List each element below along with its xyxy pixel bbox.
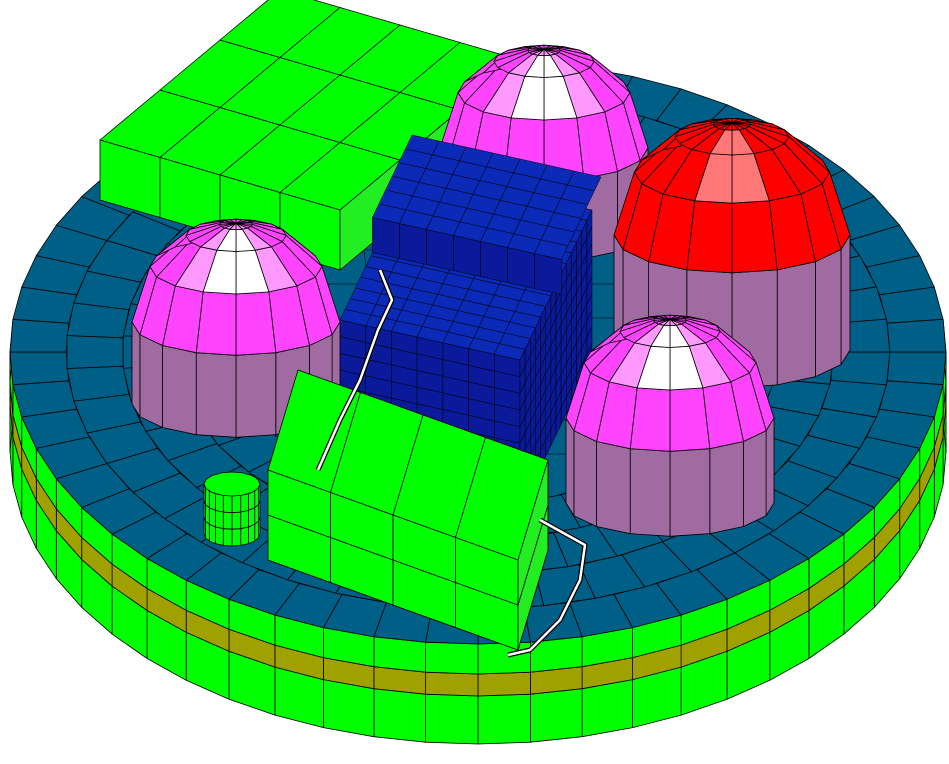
cylinder-cell bbox=[254, 520, 260, 542]
platform-band-cell bbox=[373, 688, 427, 743]
dome-wall-cell bbox=[629, 448, 671, 537]
cylinder-cell bbox=[222, 511, 233, 530]
pipe-segment bbox=[507, 518, 587, 657]
dome-wall-cell bbox=[776, 261, 816, 386]
dome-wall-cell bbox=[840, 234, 851, 365]
dome-cap-cell bbox=[229, 218, 237, 224]
cylinder-cell bbox=[248, 524, 256, 545]
cylinder-cell bbox=[240, 493, 249, 513]
dome-wall-cell bbox=[765, 417, 775, 517]
platform-band-cell bbox=[322, 679, 375, 738]
cylinder-cell bbox=[240, 526, 249, 546]
cylinder-cell bbox=[215, 526, 224, 546]
building-step-cell bbox=[453, 235, 481, 277]
platform-band-cell bbox=[530, 688, 583, 743]
building-side-cell bbox=[586, 209, 593, 238]
box-side-cell bbox=[517, 459, 549, 606]
platform-band-middle bbox=[9, 348, 947, 697]
cylinder-cell bbox=[204, 520, 210, 542]
dome-cap-cell bbox=[537, 44, 545, 50]
platform-mesh-cell bbox=[886, 318, 947, 353]
building-step-cell bbox=[399, 223, 427, 265]
pipe-route bbox=[315, 269, 588, 658]
cylinder-cell bbox=[215, 509, 224, 530]
dome-cap-cell bbox=[235, 291, 277, 356]
platform-band-cell bbox=[581, 679, 633, 738]
platform-mesh-cell bbox=[886, 351, 947, 386]
platform-band-lower bbox=[9, 370, 947, 745]
dome-wall-cell bbox=[131, 321, 141, 418]
small-green-cylinder bbox=[203, 471, 261, 547]
dome-wall-cell bbox=[235, 352, 277, 438]
dome-cap-cell bbox=[669, 387, 711, 452]
cylinder-cell bbox=[248, 507, 256, 528]
dome-wall-cell bbox=[565, 417, 575, 517]
dome-wall-cell bbox=[573, 430, 597, 527]
platform-band-cell bbox=[425, 641, 479, 675]
platform-mesh-cell bbox=[66, 335, 124, 369]
building-step-cell bbox=[480, 241, 508, 283]
cylinder-cell bbox=[231, 528, 242, 547]
cylinder-cell bbox=[208, 507, 216, 528]
building-step-top-cell bbox=[567, 170, 602, 192]
cylinder-cell bbox=[208, 490, 216, 511]
platform-mesh-cell bbox=[66, 365, 130, 402]
red-dome bbox=[613, 118, 851, 389]
magenta-dome-left bbox=[131, 218, 341, 438]
platform-band-cell bbox=[477, 693, 531, 745]
magenta-dome-right bbox=[565, 314, 775, 537]
cylinder-cell bbox=[231, 494, 242, 514]
dome-wall-cell bbox=[743, 430, 767, 527]
cylinder-cell bbox=[208, 524, 216, 545]
cylinder-cell bbox=[222, 528, 233, 547]
dome-wall-cell bbox=[162, 345, 197, 436]
dome-cap-cell bbox=[724, 118, 733, 124]
building-step-cell bbox=[507, 247, 535, 289]
dome-wall-cell bbox=[669, 448, 711, 537]
platform-mesh-cell bbox=[9, 351, 70, 386]
cylinder-cell bbox=[231, 511, 242, 530]
building-step-cell bbox=[372, 217, 400, 259]
platform-band-cell bbox=[477, 671, 531, 697]
pipe-segment bbox=[316, 269, 394, 471]
building-step-cell bbox=[534, 253, 562, 295]
dome-wall-cell bbox=[709, 441, 744, 535]
dome-wall-cell bbox=[139, 334, 163, 428]
building-step-cell bbox=[426, 229, 454, 271]
cylinder-cap bbox=[203, 471, 261, 497]
dome-wall-cell bbox=[195, 352, 237, 438]
cylinder-cell bbox=[215, 493, 224, 513]
dome-cap-cell bbox=[731, 200, 778, 274]
platform-mesh-cell bbox=[9, 318, 70, 353]
cylinder-cell bbox=[203, 516, 206, 539]
cylinder-cell bbox=[240, 509, 249, 530]
dome-wall-cell bbox=[596, 441, 631, 535]
dome-wall-cell bbox=[815, 249, 842, 378]
platform-band-cell bbox=[425, 671, 479, 697]
cylinder-cell bbox=[248, 490, 256, 511]
green-box-front bbox=[267, 369, 549, 651]
platform-band-cell bbox=[477, 641, 531, 675]
dome-cap-cell bbox=[663, 314, 671, 320]
cylinder-cell bbox=[222, 494, 233, 514]
platform-band-cell bbox=[425, 693, 479, 745]
platform-band-cell bbox=[373, 636, 427, 673]
